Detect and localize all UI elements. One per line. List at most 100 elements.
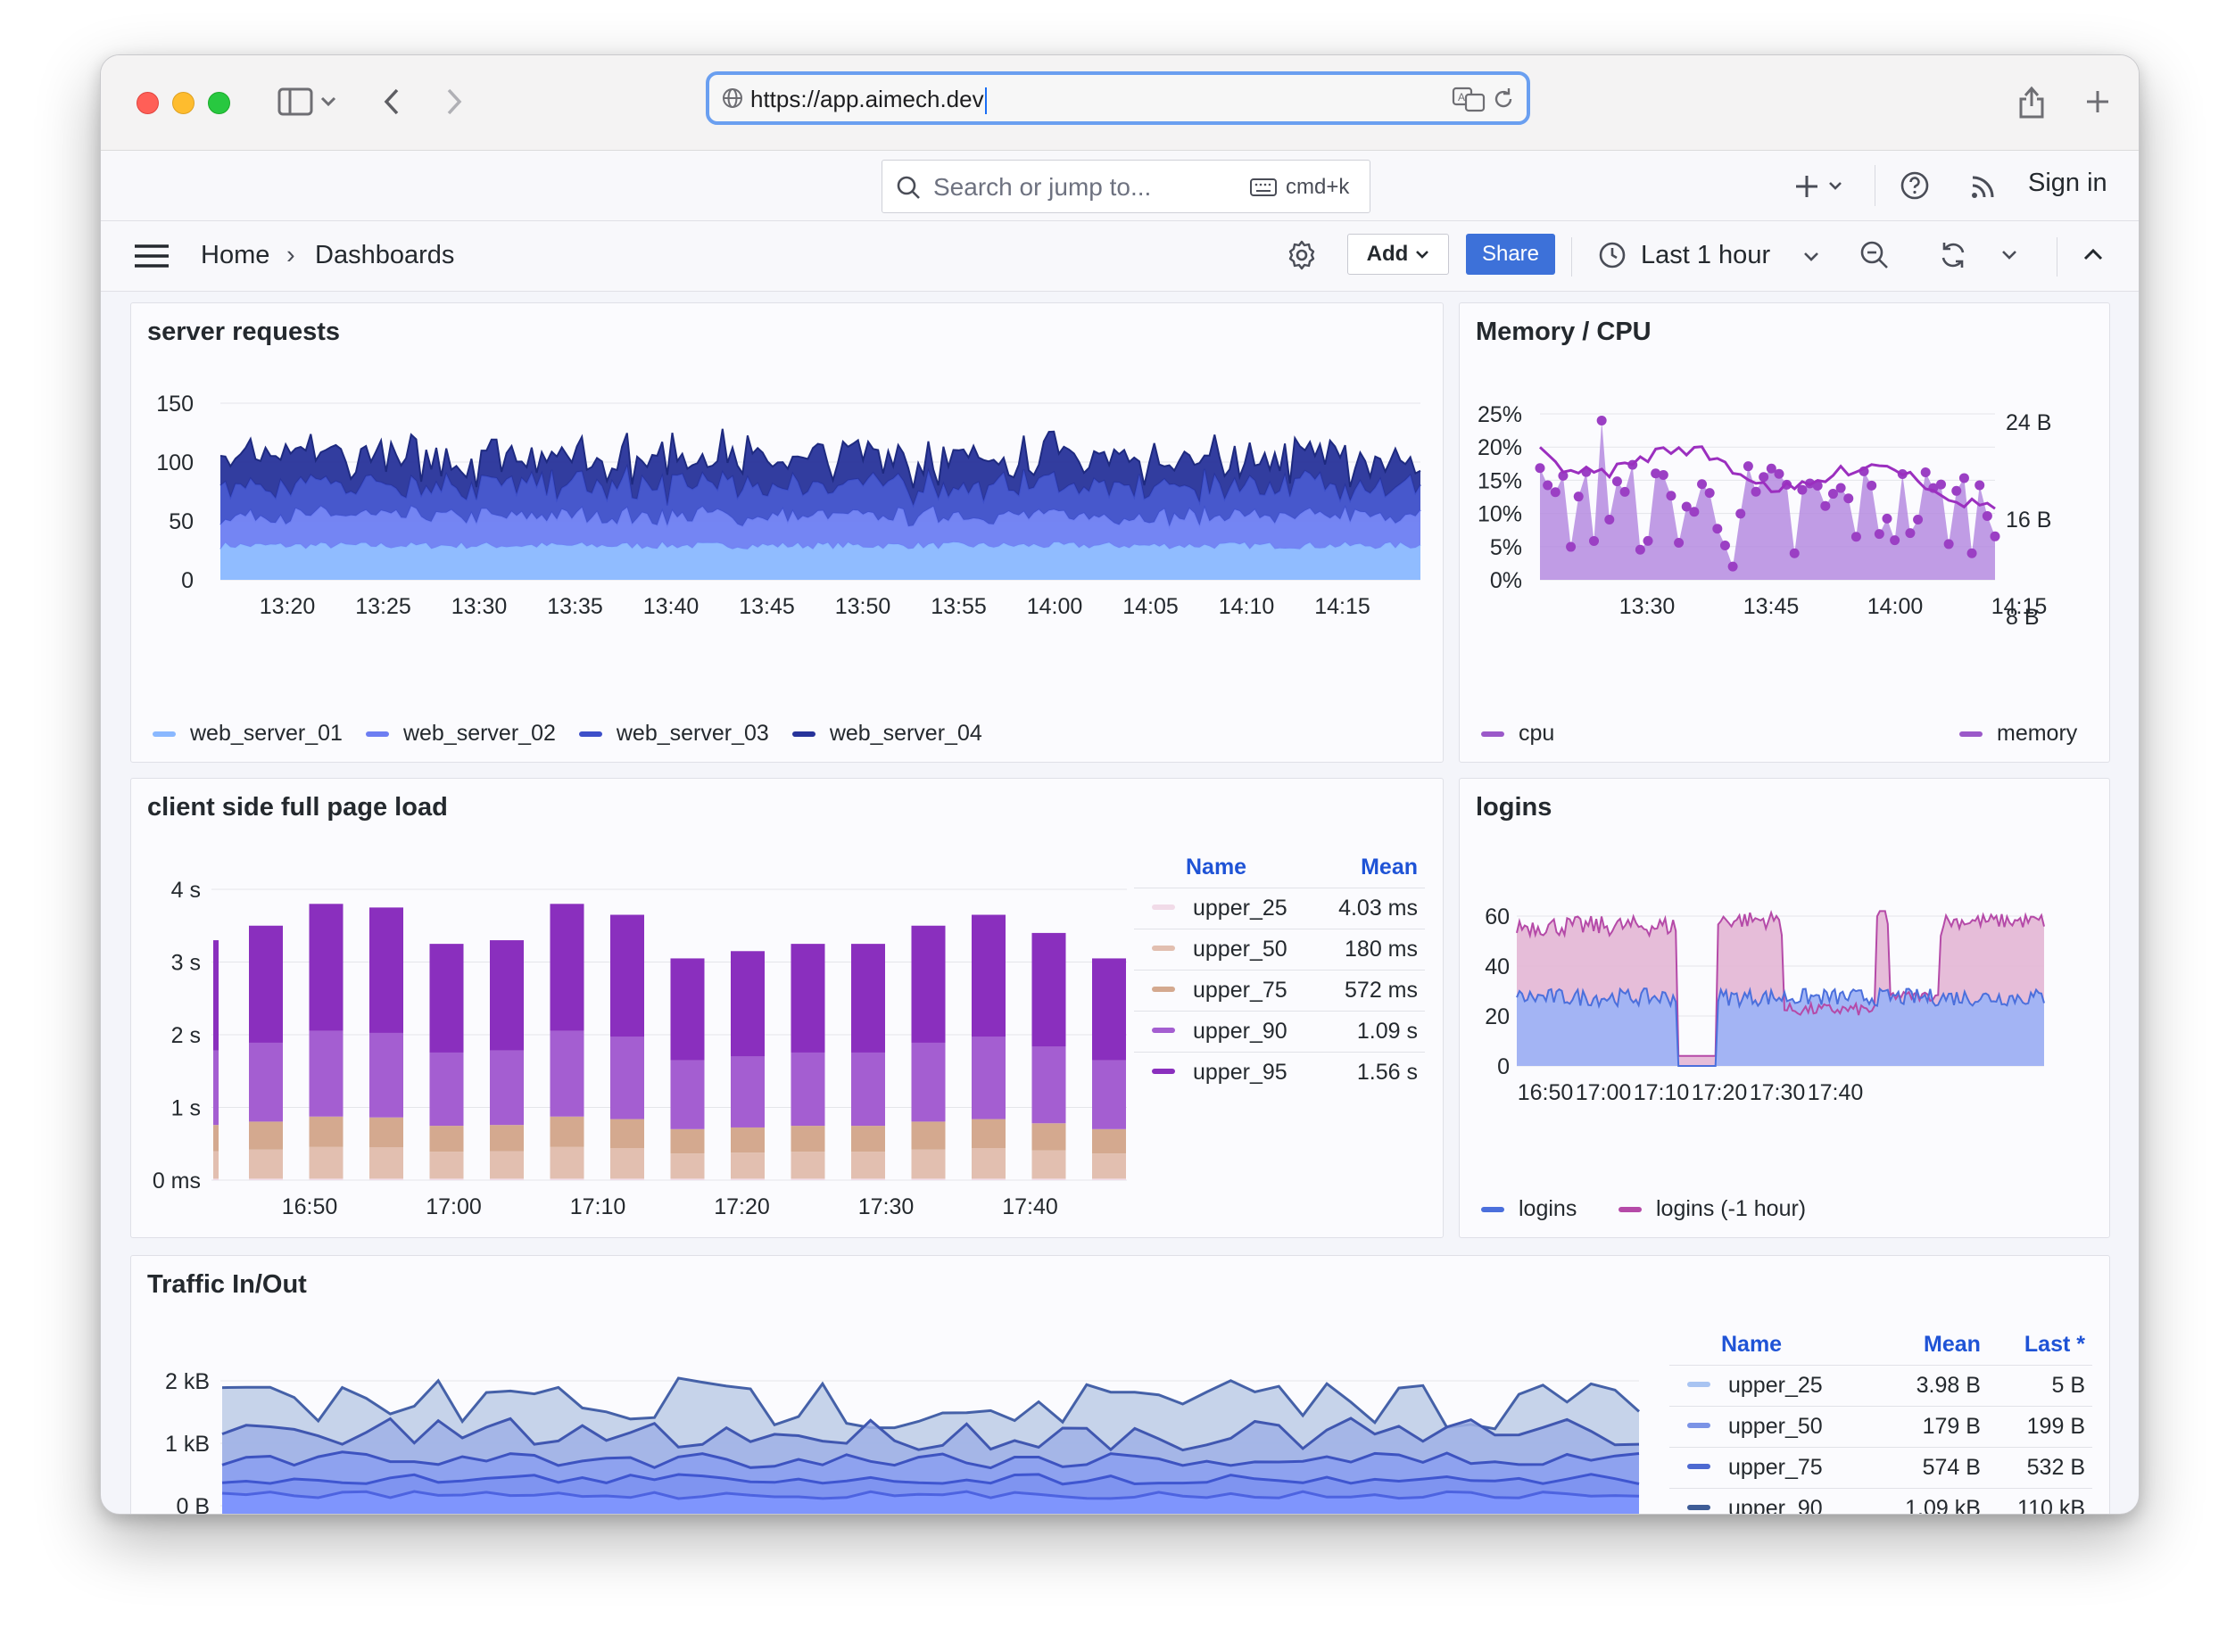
legend-row[interactable]: upper_75 572 ms [1134, 970, 1425, 1012]
bar-upper_75 [213, 1125, 219, 1152]
maximize-window-button[interactable] [208, 92, 230, 114]
globe-icon [723, 88, 742, 108]
panel-server-requests[interactable]: server requests 150 100 50 0 13:20 13:25 13:30… [130, 302, 1444, 763]
share-button[interactable]: Share [1466, 234, 1555, 275]
legend-label: upper_50 [1728, 1414, 1823, 1439]
legend-swatch [1619, 1206, 1642, 1212]
time-range-picker[interactable]: Last 1 hour [1596, 235, 1828, 275]
panel-traffic[interactable]: Traffic In/Out 2 kB 1 kB 0 B Name Mean Last … [130, 1255, 2110, 1515]
gear-icon[interactable] [1286, 239, 1318, 271]
bar-upper_95 [791, 944, 825, 1053]
search-input[interactable]: Search or jump to... cmd+k [882, 160, 1370, 213]
close-window-button[interactable] [137, 92, 159, 114]
y-tick-label: 15% [1478, 468, 1522, 493]
legend-label: upper_50 [1193, 937, 1287, 962]
bar-upper_95 [429, 944, 464, 1053]
x-tick-label: 17:30 [1750, 1080, 1806, 1105]
bar-upper_90 [610, 1037, 644, 1119]
refresh-icon[interactable] [1937, 239, 1969, 271]
x-tick-label: 14:10 [1219, 594, 1275, 619]
add-button[interactable]: Add [1347, 234, 1449, 275]
legend-label: upper_90 [1728, 1496, 1823, 1515]
legend-swatch [1152, 904, 1175, 911]
cpu-point [1766, 463, 1776, 474]
legend-row[interactable]: upper_95 1.56 s [1134, 1052, 1425, 1093]
tab-overview-icon[interactable] [2139, 78, 2140, 125]
logins-chart: 60 40 20 0 16:50 17:00 17:10 17:20 17:30 17:40 [1485, 904, 2045, 1105]
minimize-window-button[interactable] [172, 92, 195, 114]
traffic-line [221, 1450, 1640, 1470]
bar-upper_25 [911, 1178, 946, 1180]
cpu-area [1540, 420, 1995, 580]
breadcrumb-dashboards[interactable]: Dashboards [315, 241, 455, 269]
bar-upper_50 [213, 1151, 219, 1179]
bar-upper_25 [670, 1178, 705, 1180]
breadcrumb-home[interactable]: Home [201, 241, 270, 269]
bar-upper_95 [972, 914, 1006, 1037]
cpu-point [1712, 524, 1723, 534]
legend-swatch [1152, 946, 1175, 952]
bar-upper_25 [972, 1178, 1006, 1180]
chevron-down-icon[interactable] [315, 78, 342, 125]
chevron-up-icon[interactable] [2083, 248, 2103, 260]
cpu-point [1643, 535, 1653, 546]
menu-icon[interactable] [133, 243, 170, 269]
share-icon[interactable] [2008, 78, 2055, 125]
legend-row[interactable]: upper_50 179 B 199 B [1669, 1406, 2092, 1448]
panel-logins[interactable]: logins 60 40 20 0 16:50 17:00 17:10 17:20 17:30 1… [1459, 778, 2110, 1238]
x-tick-label: 13:45 [739, 594, 795, 619]
legend-item[interactable]: web_server_04 [791, 721, 982, 747]
y-tick-label: 0% [1490, 568, 1522, 593]
panel-memory-cpu[interactable]: Memory / CPU 25% 20% 15% 10% 5% 0% 24 B 16 B 8 B… [1459, 302, 2110, 763]
y-tick-label: 50 [169, 509, 194, 534]
legend-row[interactable]: upper_90 1.09 s [1134, 1011, 1425, 1053]
legend-item[interactable]: web_server_01 [153, 721, 343, 747]
legend-name: upper_90 [1134, 1011, 1318, 1053]
help-icon[interactable] [1900, 170, 1930, 201]
y2-tick-label: 8 B [2006, 605, 2040, 630]
keyboard-icon [1250, 178, 1277, 196]
x-tick-label: 13:50 [835, 594, 891, 619]
legend-swatch [1152, 1069, 1175, 1075]
legend-swatch [578, 731, 602, 737]
legend-row[interactable]: upper_25 4.03 ms [1134, 888, 1425, 929]
legend-swatch [1481, 731, 1504, 737]
forward-arrow-icon[interactable] [431, 78, 477, 125]
sidebar-toggle-icon[interactable] [272, 78, 319, 125]
new-tab-icon[interactable] [2074, 78, 2121, 125]
reload-icon[interactable] [1491, 87, 1516, 112]
translate-icon[interactable]: A [1452, 86, 1486, 112]
back-arrow-icon[interactable] [368, 78, 415, 125]
chevron-down-icon [1416, 251, 1429, 259]
new-menu-button[interactable] [1794, 170, 1851, 202]
cpu-point [1635, 544, 1645, 555]
col-last[interactable]: Last * [2024, 1331, 2085, 1357]
address-bar[interactable]: https://app.aimech.dev A [706, 71, 1530, 125]
share-button-label: Share [1481, 242, 1540, 266]
x-tick-label: 17:20 [1692, 1080, 1748, 1105]
legend-mean: 1.56 s [1317, 1052, 1425, 1093]
bar-upper_90 [309, 1030, 344, 1117]
chevron-down-icon[interactable] [2001, 250, 2017, 260]
legend-label: logins (-1 hour) [1656, 1196, 1807, 1221]
panel-page-load[interactable]: client side full page load 4 s 3 s 2 s 1 s 0… [130, 778, 1444, 1238]
col-name[interactable]: Name [1186, 854, 1247, 880]
legend-item[interactable]: web_server_02 [365, 721, 556, 747]
panel-title: client side full page load [147, 793, 448, 822]
bar-upper_90 [213, 1050, 219, 1126]
bar-upper_25 [1031, 1178, 1066, 1180]
legend-item[interactable]: web_server_03 [578, 721, 769, 747]
cpu-point [1619, 486, 1630, 497]
zoom-out-icon[interactable] [1859, 239, 1891, 271]
rss-feed-icon[interactable] [1969, 172, 1998, 201]
sign-in-link[interactable]: Sign in [2028, 169, 2107, 197]
legend-row[interactable]: upper_90 1.09 kB 110 kB [1669, 1488, 2092, 1515]
legend-row[interactable]: upper_75 574 B 532 B [1669, 1447, 2092, 1489]
col-mean[interactable]: Mean [1924, 1331, 1981, 1357]
col-mean[interactable]: Mean [1361, 854, 1418, 880]
legend-row[interactable]: upper_50 180 ms [1134, 929, 1425, 971]
cpu-point [1882, 513, 1892, 524]
bar-upper_95 [249, 925, 283, 1043]
col-name[interactable]: Name [1721, 1331, 1783, 1357]
